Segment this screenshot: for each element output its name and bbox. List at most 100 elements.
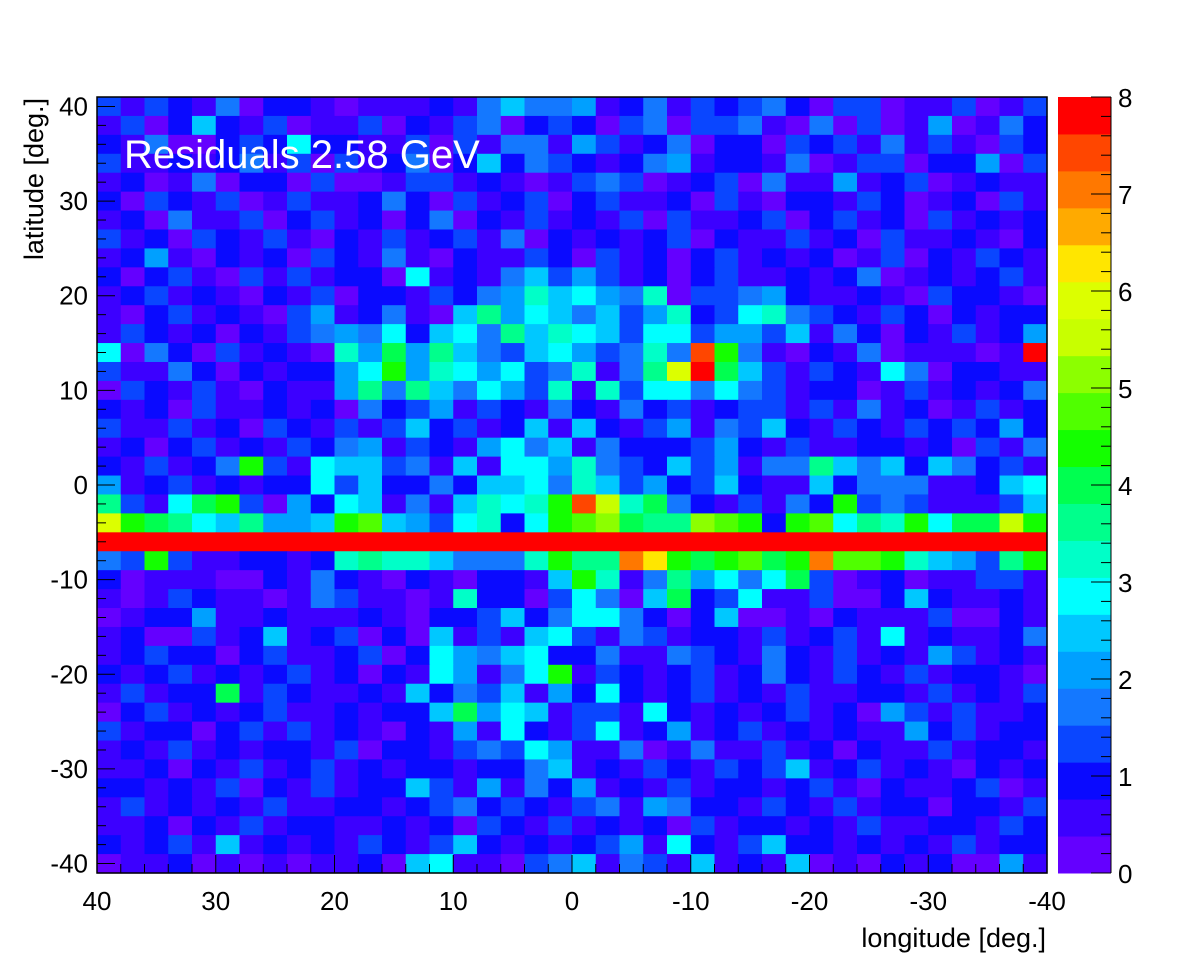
heatmap-cell	[785, 664, 811, 685]
heatmap-cell	[690, 721, 716, 742]
heatmap-cell	[952, 229, 977, 250]
heatmap-cell	[1023, 551, 1048, 571]
heatmap-cell	[429, 343, 454, 363]
heatmap-cell	[880, 418, 906, 439]
heatmap-cell	[999, 702, 1024, 723]
heatmap-cell	[880, 191, 906, 212]
heatmap-cell	[334, 97, 359, 117]
heatmap-cell	[880, 626, 906, 647]
heatmap-cell	[477, 229, 502, 250]
heatmap-cell	[975, 399, 1001, 420]
heatmap-cell	[880, 532, 906, 552]
heatmap-cell	[358, 456, 383, 477]
heatmap-cell	[239, 494, 264, 514]
heatmap-cell	[619, 399, 644, 420]
heatmap-cell	[453, 437, 478, 458]
heatmap-cell	[667, 418, 692, 439]
heatmap-cell	[643, 437, 668, 458]
heatmap-cell	[572, 494, 597, 514]
heatmap-cell	[192, 380, 217, 401]
heatmap-cell	[524, 797, 549, 817]
colorbar-tick-label: 6	[1118, 277, 1132, 307]
heatmap-cell	[928, 134, 953, 155]
heatmap-cell	[168, 153, 193, 174]
heatmap-cell	[382, 664, 407, 685]
heatmap-cell	[904, 286, 929, 306]
heatmap-cell	[738, 835, 763, 855]
heatmap-cell	[904, 816, 929, 836]
heatmap-cell	[287, 361, 312, 382]
heatmap-cell	[215, 361, 241, 382]
heatmap-cell	[168, 494, 193, 514]
heatmap-cell	[310, 418, 336, 439]
heatmap-cell	[667, 97, 692, 117]
heatmap-cell	[595, 210, 621, 231]
heatmap-cell	[595, 153, 621, 174]
heatmap-cell	[952, 551, 977, 571]
heatmap-cell	[215, 551, 241, 571]
heatmap-cell	[595, 759, 621, 779]
heatmap-cell	[952, 702, 977, 723]
heatmap-cell	[714, 664, 739, 685]
heatmap-cell	[524, 854, 549, 874]
heatmap-cell	[1023, 570, 1048, 590]
heatmap-cell	[643, 740, 668, 761]
heatmap-cell	[334, 418, 359, 439]
heatmap-cell	[738, 456, 763, 477]
heatmap-cell	[382, 191, 407, 212]
heatmap-cell	[857, 626, 882, 647]
heatmap-cell	[215, 172, 241, 193]
heatmap-cell	[287, 759, 312, 779]
heatmap-cell	[239, 532, 264, 552]
heatmap-cell	[334, 645, 359, 666]
heatmap-cell	[239, 324, 264, 344]
heatmap-cell	[690, 626, 716, 647]
heatmap-cell	[429, 172, 454, 193]
heatmap-cell	[144, 494, 169, 514]
heatmap-cell	[287, 134, 312, 155]
heatmap-cell	[405, 229, 431, 250]
heatmap-cell	[928, 172, 953, 193]
heatmap-cell	[928, 664, 953, 685]
heatmap-cell	[215, 475, 241, 496]
heatmap-cell	[785, 721, 811, 742]
heatmap-cell	[524, 589, 549, 609]
heatmap-cell	[714, 229, 739, 250]
heatmap-cell	[287, 172, 312, 193]
heatmap-cell	[762, 759, 787, 779]
heatmap-cell	[809, 532, 834, 552]
heatmap-cell	[263, 683, 288, 704]
heatmap-cell	[643, 664, 668, 685]
heatmap-cell	[690, 589, 716, 609]
heatmap-cell	[215, 532, 241, 552]
heatmap-cell	[405, 267, 431, 287]
heatmap-cell	[690, 532, 716, 552]
heatmap-cell	[928, 513, 953, 533]
heatmap-cell	[477, 608, 502, 628]
heatmap-cell	[690, 380, 716, 401]
heatmap-cell	[880, 570, 906, 590]
heatmap-cell	[857, 608, 882, 628]
heatmap-cell	[572, 380, 597, 401]
heatmap-cell	[524, 702, 549, 723]
heatmap-cell	[310, 721, 336, 742]
heatmap-cell	[643, 191, 668, 212]
heatmap-cell	[548, 589, 573, 609]
heatmap-cell	[120, 305, 146, 325]
heatmap-cell	[762, 513, 787, 533]
heatmap-cell	[738, 759, 763, 779]
heatmap-cell	[287, 702, 312, 723]
heatmap-cell	[999, 532, 1024, 552]
heatmap-cell	[168, 115, 193, 136]
heatmap-cell	[405, 589, 431, 609]
heatmap-cell	[952, 153, 977, 174]
heatmap-cell	[714, 759, 739, 779]
heatmap-cell	[215, 778, 241, 798]
heatmap-cell	[714, 475, 739, 496]
heatmap-cell	[809, 115, 834, 136]
heatmap-cell	[952, 475, 977, 496]
heatmap-cell	[880, 305, 906, 325]
heatmap-cell	[667, 475, 692, 496]
heatmap-cell	[382, 702, 407, 723]
heatmap-cell	[690, 645, 716, 666]
